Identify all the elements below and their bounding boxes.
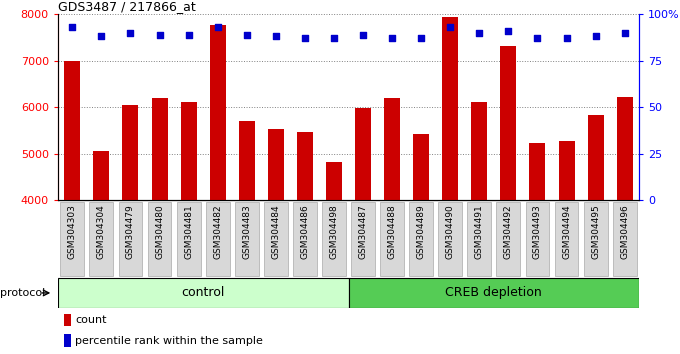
Text: GSM304482: GSM304482: [214, 204, 222, 258]
Bar: [58, 278, 348, 308]
Text: count: count: [75, 315, 107, 325]
Bar: [558, 141, 575, 354]
FancyBboxPatch shape: [526, 201, 549, 276]
Bar: [588, 115, 604, 354]
Text: control: control: [182, 286, 225, 299]
FancyBboxPatch shape: [264, 201, 288, 276]
Point: [125, 30, 136, 36]
Point: [299, 35, 310, 41]
Point: [271, 34, 282, 39]
Text: GSM304486: GSM304486: [301, 204, 309, 259]
Text: GSM304479: GSM304479: [126, 204, 135, 259]
FancyBboxPatch shape: [613, 201, 636, 276]
Bar: [239, 121, 255, 354]
Text: GSM304495: GSM304495: [591, 204, 600, 259]
Point: [96, 34, 107, 39]
Text: percentile rank within the sample: percentile rank within the sample: [75, 336, 263, 346]
Text: GDS3487 / 217866_at: GDS3487 / 217866_at: [58, 0, 196, 13]
Point: [212, 24, 223, 30]
Bar: [500, 46, 516, 354]
FancyBboxPatch shape: [409, 201, 433, 276]
FancyBboxPatch shape: [322, 201, 346, 276]
FancyBboxPatch shape: [148, 201, 171, 276]
Text: GSM304483: GSM304483: [242, 204, 251, 259]
Text: GSM304481: GSM304481: [184, 204, 193, 259]
Text: GSM304487: GSM304487: [358, 204, 367, 259]
Point: [445, 24, 456, 30]
Text: GSM304480: GSM304480: [155, 204, 164, 259]
Point: [387, 35, 398, 41]
Bar: [617, 97, 632, 354]
Bar: [530, 143, 545, 354]
Text: CREB depletion: CREB depletion: [445, 286, 542, 299]
Bar: [65, 61, 80, 354]
FancyBboxPatch shape: [90, 201, 114, 276]
FancyBboxPatch shape: [496, 201, 520, 276]
Point: [561, 35, 572, 41]
FancyBboxPatch shape: [380, 201, 404, 276]
Text: GSM304490: GSM304490: [446, 204, 455, 259]
FancyBboxPatch shape: [583, 201, 607, 276]
FancyBboxPatch shape: [61, 201, 84, 276]
Bar: [64, 334, 71, 347]
Bar: [413, 134, 429, 354]
Text: GSM304484: GSM304484: [271, 204, 280, 258]
FancyBboxPatch shape: [555, 201, 579, 276]
Point: [474, 30, 485, 36]
FancyBboxPatch shape: [177, 201, 201, 276]
Bar: [297, 132, 313, 354]
FancyBboxPatch shape: [439, 201, 462, 276]
Text: GSM304488: GSM304488: [388, 204, 396, 259]
Text: GSM304303: GSM304303: [68, 204, 77, 259]
FancyBboxPatch shape: [235, 201, 258, 276]
Text: GSM304492: GSM304492: [504, 204, 513, 258]
Bar: [268, 129, 284, 354]
Bar: [93, 151, 109, 354]
FancyBboxPatch shape: [293, 201, 317, 276]
Point: [328, 35, 339, 41]
Bar: [471, 102, 488, 354]
Point: [619, 30, 630, 36]
FancyBboxPatch shape: [118, 201, 142, 276]
FancyBboxPatch shape: [206, 201, 230, 276]
Text: GSM304491: GSM304491: [475, 204, 483, 259]
Point: [241, 32, 252, 38]
Point: [183, 32, 194, 38]
Point: [415, 35, 426, 41]
Bar: [348, 278, 639, 308]
Text: GSM304496: GSM304496: [620, 204, 629, 259]
Bar: [152, 98, 167, 354]
Bar: [355, 108, 371, 354]
Bar: [122, 105, 139, 354]
Point: [67, 24, 78, 30]
Bar: [384, 98, 400, 354]
Text: GSM304304: GSM304304: [97, 204, 106, 259]
Point: [590, 34, 601, 39]
Point: [154, 32, 165, 38]
Bar: [442, 17, 458, 354]
Bar: [181, 102, 197, 354]
Text: GSM304494: GSM304494: [562, 204, 571, 258]
Bar: [326, 162, 342, 354]
Text: GSM304498: GSM304498: [330, 204, 339, 259]
FancyBboxPatch shape: [467, 201, 491, 276]
FancyBboxPatch shape: [351, 201, 375, 276]
Bar: [64, 314, 71, 326]
Point: [358, 32, 369, 38]
Text: GSM304493: GSM304493: [533, 204, 542, 259]
Point: [532, 35, 543, 41]
Point: [503, 28, 514, 34]
Text: protocol: protocol: [0, 288, 46, 298]
Text: GSM304489: GSM304489: [417, 204, 426, 259]
Bar: [209, 25, 226, 354]
